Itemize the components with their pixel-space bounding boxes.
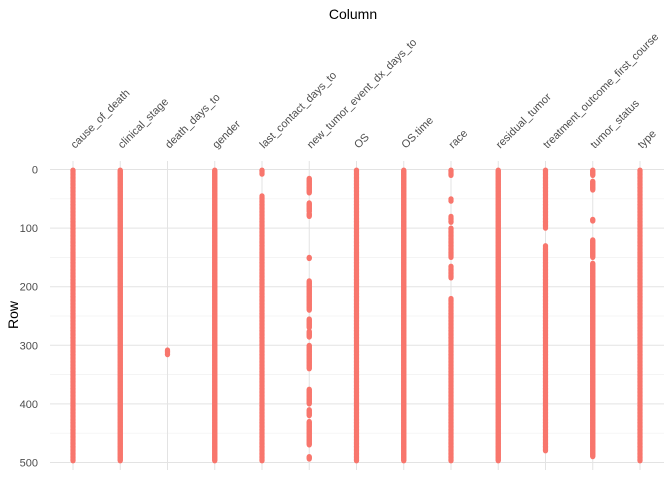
missing-value-point [542, 448, 549, 454]
missing-value-point [590, 172, 596, 178]
missing-value-point [495, 458, 501, 464]
missing-value-point [306, 255, 312, 262]
missing-value-point [448, 219, 454, 225]
missing-value-point [306, 366, 312, 372]
missing-value-point [259, 171, 265, 177]
missing-value-point [353, 458, 360, 464]
missing-value-point [306, 413, 312, 419]
missing-value-point [590, 454, 596, 460]
points-layer [70, 167, 643, 464]
missing-value-point [306, 307, 312, 313]
missing-value-point [401, 458, 407, 464]
missing-value-point [306, 456, 312, 462]
missing-value-point [306, 334, 312, 340]
missing-value-point [542, 225, 549, 231]
missing-value-point [164, 352, 171, 358]
missing-value-point [306, 401, 312, 407]
missing-value-point [448, 198, 454, 204]
missing-value-point [259, 458, 265, 464]
missing-value-point [448, 172, 454, 178]
missing-value-point [448, 275, 454, 281]
missing-value-point [306, 190, 312, 196]
missing-value-point [306, 442, 312, 448]
missing-value-point [590, 218, 596, 224]
missing-value-point [590, 254, 596, 260]
missing-value-point [212, 458, 218, 464]
missing-value-point [448, 254, 454, 260]
missing-value-point [448, 458, 454, 464]
missing-value-point [117, 458, 123, 464]
missing-value-point [70, 458, 76, 464]
missing-value-point [306, 213, 312, 219]
missing-value-point [590, 187, 596, 193]
